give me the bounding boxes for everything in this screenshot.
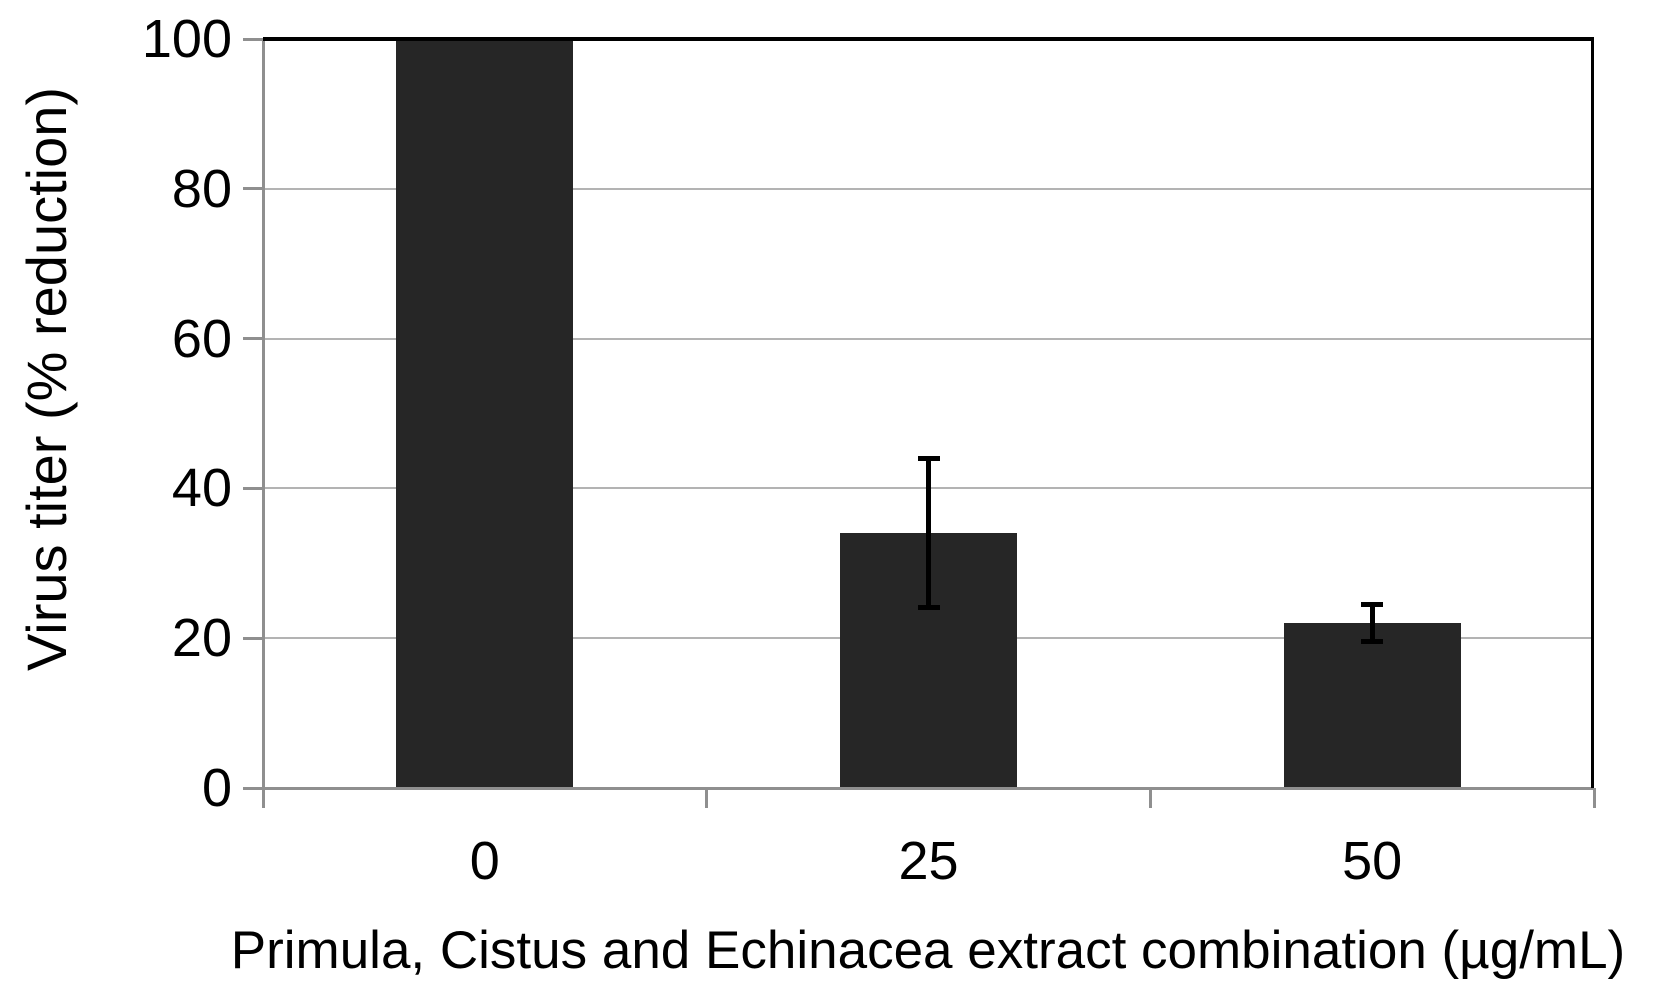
y-axis-tick-label-40: 40 (171, 458, 232, 519)
x-axis-tick-1 (705, 788, 709, 808)
error-bar-cap-top-25 (917, 456, 940, 462)
x-axis-tick-3 (1592, 788, 1596, 808)
y-axis-tick-label-100: 100 (141, 9, 232, 69)
y-axis-line (261, 39, 265, 790)
error-bar-cap-bottom-25 (917, 605, 940, 611)
y-axis-tick-40 (243, 486, 263, 490)
x-axis-tick-label-25: 25 (898, 831, 959, 891)
y-axis-tick-label-0: 0 (201, 758, 232, 818)
x-axis-tick-label-0: 0 (469, 831, 500, 891)
x-axis-tick-0 (261, 788, 265, 808)
bar-50 (1283, 623, 1461, 788)
gridline-y-80 (263, 187, 1594, 190)
y-axis-tick-0 (243, 786, 263, 790)
y-axis-tick-label-80: 80 (171, 158, 232, 219)
x-axis-tick-2 (1148, 788, 1152, 808)
error-bar-line-50 (1369, 604, 1375, 642)
y-axis-tick-100 (243, 37, 263, 41)
error-bar-line-25 (926, 458, 931, 609)
plot-border-top (263, 37, 1594, 41)
x-axis-tick-label-50: 50 (1342, 831, 1403, 891)
x-axis-line (261, 786, 1594, 790)
y-axis-tick-label-20: 20 (171, 608, 232, 669)
y-axis-tick-60 (243, 337, 263, 341)
plot-border-right (1591, 37, 1594, 788)
y-axis-tick-label-60: 60 (171, 308, 232, 369)
y-axis-tick-80 (243, 187, 263, 191)
error-bar-cap-bottom-50 (1361, 638, 1384, 644)
y-axis-tick-20 (243, 636, 263, 640)
gridline-y-60 (263, 337, 1594, 340)
bar-0 (396, 39, 574, 788)
error-bar-cap-top-50 (1361, 602, 1384, 608)
x-axis-title: Primula, Cistus and Echinacea extract co… (230, 921, 1626, 980)
